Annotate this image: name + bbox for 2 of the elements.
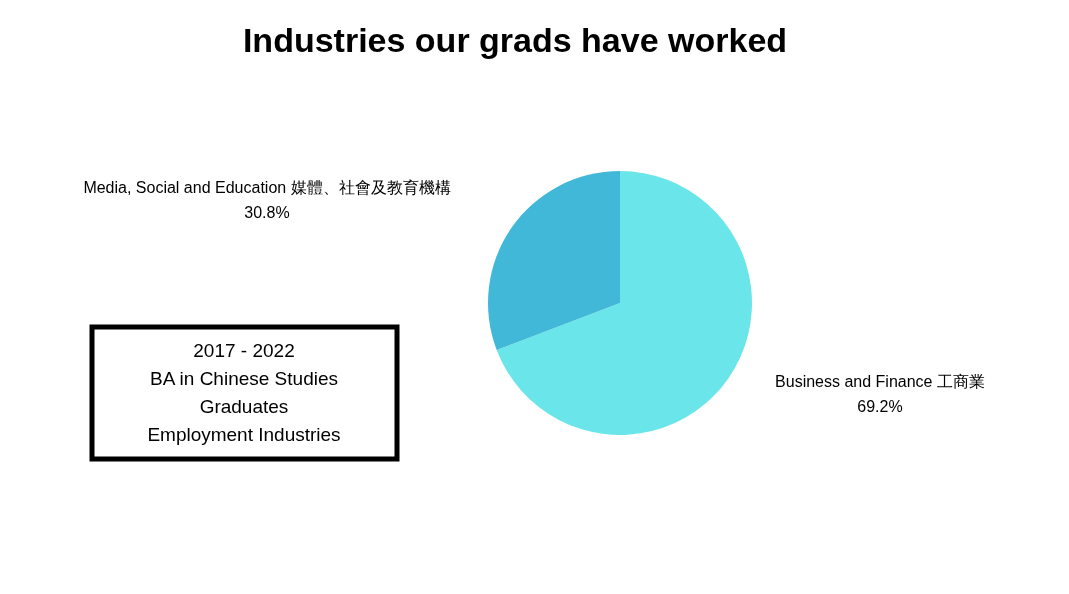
annotation-box: 2017 - 2022 BA in Chinese Studies Graduates Employment Industries <box>89 324 400 462</box>
chart-title: Industries our grads have worked <box>242 21 788 59</box>
